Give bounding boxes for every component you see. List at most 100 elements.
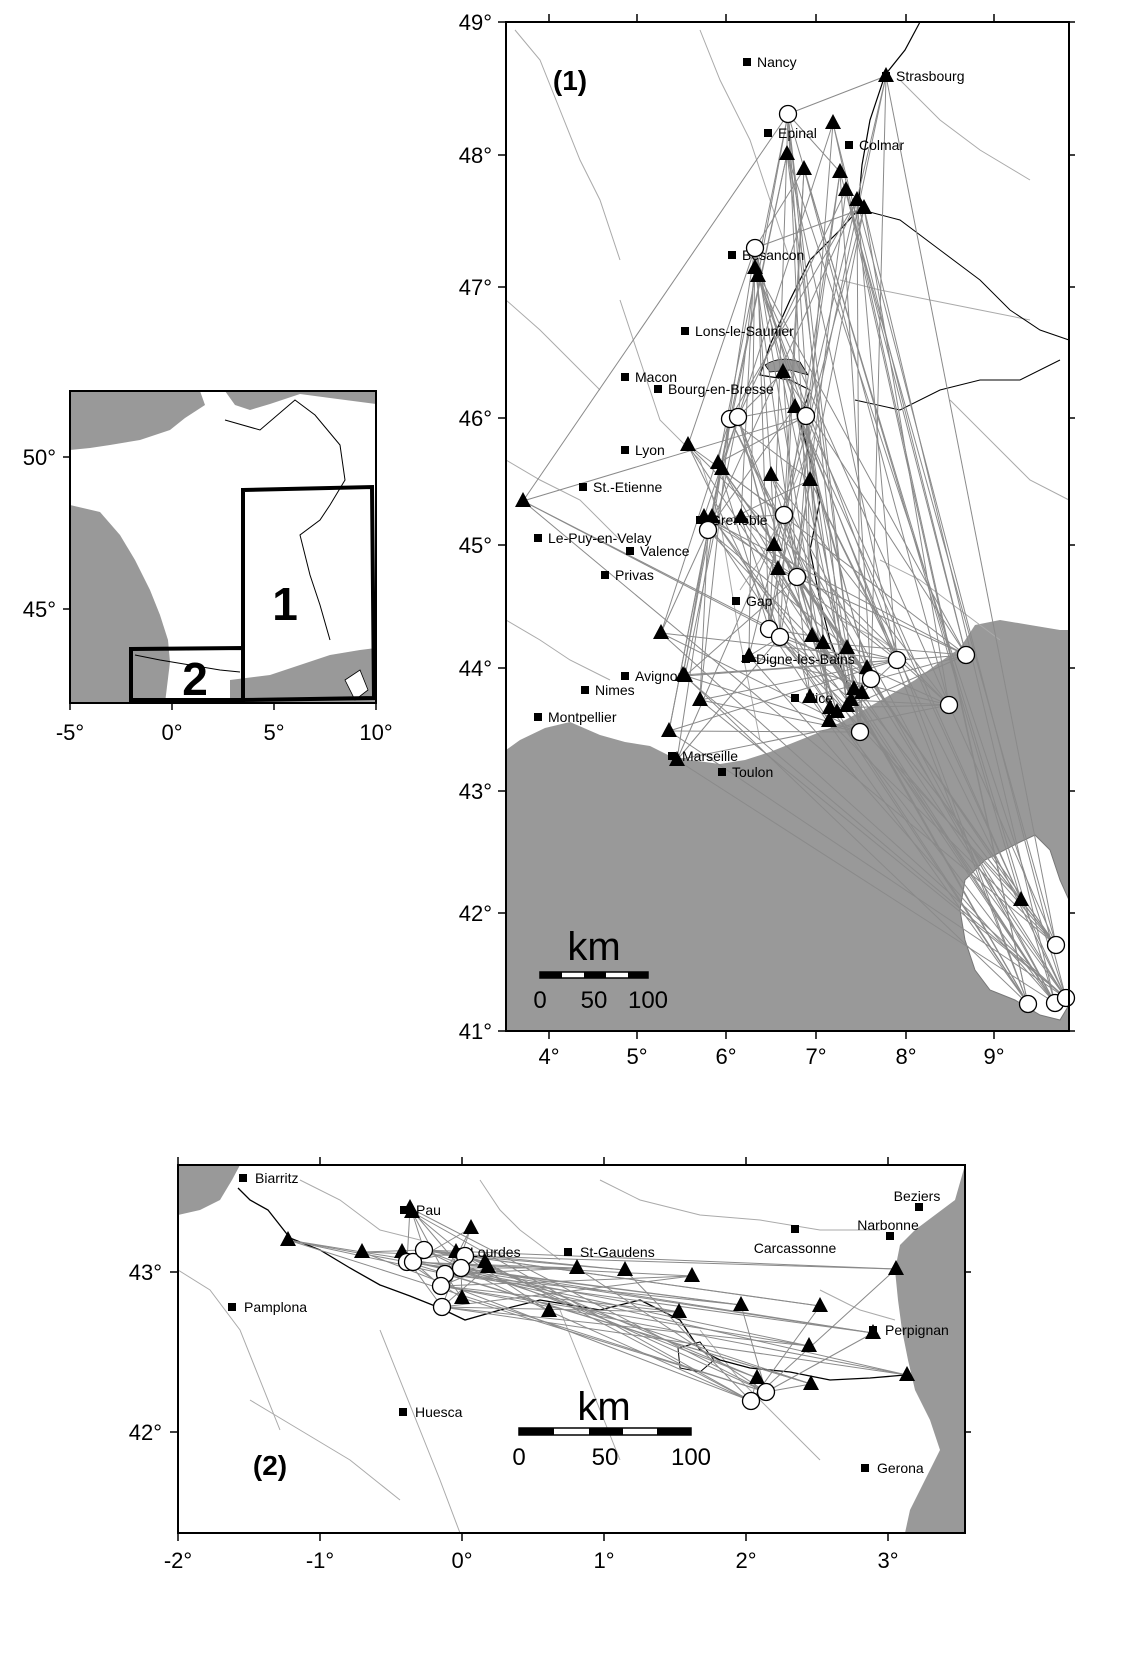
- city-label: Le-Puy-en-Velay: [548, 530, 652, 546]
- event-circle: [850, 722, 870, 742]
- station-triangle: [849, 191, 865, 206]
- station-triangle: [801, 1337, 817, 1352]
- station-triangle: [843, 691, 859, 706]
- city-label: Valence: [640, 543, 690, 559]
- city-marker: [732, 597, 740, 605]
- station-triangle: [825, 114, 841, 129]
- ray-path: [682, 529, 709, 676]
- ray-path: [287, 1239, 462, 1269]
- ray-path: [757, 275, 807, 417]
- station-triangle: [680, 436, 696, 451]
- ray-path: [464, 1255, 626, 1271]
- ray-path: [409, 1207, 446, 1275]
- panel1-lat-tick: 41°: [459, 1019, 492, 1044]
- station-triangle: [684, 1267, 700, 1282]
- panel1-scale-tick: 0: [533, 987, 546, 1014]
- city-label: Privas: [615, 567, 654, 583]
- city-marker: [791, 1225, 799, 1233]
- ray-path: [287, 1239, 767, 1393]
- ray-path: [754, 267, 798, 578]
- event-circle: [431, 1276, 451, 1296]
- event-circle: [698, 520, 718, 540]
- ray-path: [787, 75, 887, 115]
- station-triangle: [787, 398, 803, 413]
- city-label: Gerona: [877, 1460, 924, 1476]
- panel2-cities: Biarritz Pau Lourdes St-Gaudens Carcassonne B…: [228, 1170, 949, 1476]
- ray-path: [707, 406, 796, 531]
- ray-path: [668, 730, 861, 733]
- station-triangle: [569, 1259, 585, 1274]
- overview-lon-tick: 0°: [161, 720, 182, 745]
- ray-path: [624, 1269, 752, 1402]
- ray-path: [748, 247, 756, 657]
- station-triangle: [404, 1203, 420, 1218]
- ray-path: [805, 415, 1022, 901]
- ray-path: [361, 1251, 752, 1402]
- ray-path: [796, 189, 847, 578]
- station-triangle: [750, 267, 766, 282]
- panel1-border-swiss: [861, 209, 1070, 341]
- station-triangle: [878, 67, 894, 82]
- city-marker: [581, 686, 589, 694]
- ray-path: [737, 189, 847, 418]
- event-circle: [1046, 935, 1066, 955]
- ray-path: [828, 720, 1057, 946]
- ray-path: [703, 516, 967, 656]
- city-label: Avignon: [635, 668, 685, 684]
- station-triangle: [541, 1302, 557, 1317]
- ray-path: [409, 1207, 767, 1393]
- city-marker: [579, 483, 587, 491]
- station-triangle: [802, 471, 818, 486]
- panel2-scale-tick: 0: [512, 1444, 525, 1471]
- city-marker: [564, 1248, 572, 1256]
- city-label: Toulon: [732, 764, 773, 780]
- panel1-cities: NancyStrasbourgEpinalColmarBesanconLons-…: [534, 54, 964, 780]
- panel1-lat-tick: 43°: [459, 779, 492, 804]
- panel1-rivers: [505, 29, 1070, 741]
- station-triangle: [749, 1369, 765, 1384]
- ray-path: [787, 113, 813, 637]
- event-circle: [787, 567, 807, 587]
- ray-path: [737, 267, 756, 418]
- panel2-lon-tick: -2°: [164, 1548, 192, 1573]
- event-circle: [451, 1258, 471, 1278]
- city-marker: [621, 672, 629, 680]
- panel1-lat-tick: 47°: [459, 275, 492, 300]
- ray-path: [455, 1251, 767, 1393]
- city-marker: [681, 327, 689, 335]
- ray-path: [779, 636, 831, 709]
- ray-path: [845, 189, 1029, 1005]
- ray-path: [786, 153, 861, 733]
- station-triangle: [617, 1261, 633, 1276]
- panel-1-map: NancyStrasbourgEpinalColmarBesanconLons-…: [459, 10, 1076, 1069]
- station-triangle: [280, 1231, 296, 1246]
- city-marker: [915, 1203, 923, 1211]
- station-triangle: [1013, 891, 1029, 906]
- ray-path: [412, 1261, 810, 1347]
- ray-path: [460, 1267, 812, 1385]
- ray-path: [757, 275, 770, 630]
- ray-path: [770, 474, 950, 706]
- ray-path: [444, 1273, 874, 1334]
- ray-path: [786, 153, 898, 661]
- ray-path: [464, 1255, 821, 1307]
- panel2-scale-tick: 50: [592, 1444, 619, 1471]
- city-label: Strasbourg: [896, 68, 964, 84]
- ray-path: [684, 654, 967, 677]
- city-label: Digne-les-Bains: [756, 651, 855, 667]
- city-label: Epinal: [778, 125, 817, 141]
- ray-path: [737, 122, 834, 418]
- city-marker: [399, 1408, 407, 1416]
- ray-path: [863, 207, 1056, 1004]
- ray-path: [522, 113, 789, 502]
- panel2-lon-tick: 1°: [593, 1548, 614, 1573]
- overview-north-sea: [225, 391, 376, 410]
- city-marker: [845, 141, 853, 149]
- ray-path: [757, 275, 872, 680]
- event-circle: [956, 645, 976, 665]
- ray-path: [676, 759, 1056, 1004]
- ray-path: [699, 699, 1067, 999]
- ray-path: [444, 1273, 812, 1385]
- ray-path: [660, 632, 898, 661]
- panel1-border-italy: [854, 359, 1061, 411]
